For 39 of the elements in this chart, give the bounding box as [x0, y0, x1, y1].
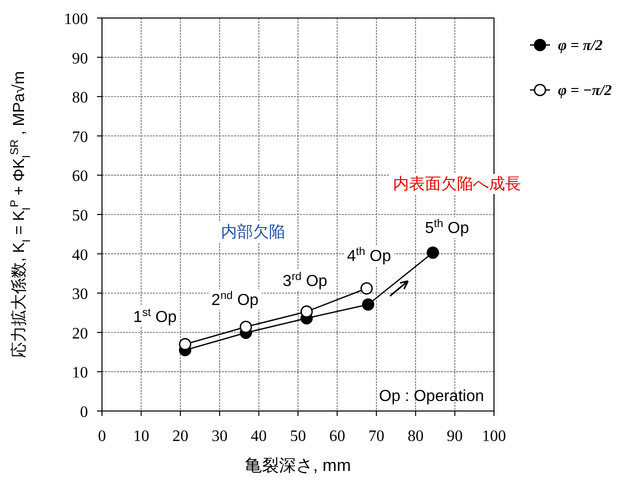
y-tick-label: 50 — [72, 208, 88, 224]
x-tick-label: 50 — [290, 428, 306, 445]
point — [426, 246, 439, 259]
x-tick-label: 0 — [98, 428, 106, 445]
y-tick-label: 40 — [72, 246, 88, 264]
y-tick-label: 30 — [72, 286, 88, 304]
legend-label: φ = π/2 — [558, 38, 604, 54]
x-tick-label: 80 — [408, 428, 424, 445]
x-tick-label: 10 — [133, 428, 150, 445]
annotation: 内表面欠陥へ成長 — [393, 175, 521, 193]
point — [300, 305, 313, 318]
annotation: 3$^{rd}$ Op — [282, 271, 328, 290]
y-tick-label: 100 — [64, 11, 88, 28]
y-tick-label: 20 — [72, 325, 88, 342]
x-tick-label: 70 — [368, 428, 384, 445]
x-tick-label: 60 — [329, 428, 346, 445]
point — [178, 338, 192, 350]
point — [240, 320, 252, 334]
x-tick-label: 20 — [172, 428, 188, 445]
annotation: 2$^{nd}$ Op — [211, 290, 259, 309]
annotation: Op : Operation — [379, 388, 484, 405]
legend-label: φ = −π/2 — [558, 83, 612, 99]
annotation: 1$^{st}$ Op — [133, 307, 177, 326]
point — [360, 282, 373, 295]
y-tick-label: 60 — [72, 168, 88, 186]
y-tick-label: 90 — [72, 50, 88, 68]
y-tick-label: 0 — [80, 404, 88, 421]
annotation: 5$^{th}$ Op — [424, 218, 470, 237]
x-tick-label: 30 — [212, 428, 228, 445]
x-tick-label: 40 — [250, 428, 267, 445]
y-tick-label: 80 — [72, 90, 88, 107]
annotation: 内部欠陥 — [221, 223, 285, 241]
x-axis-title: 亀裂深さ, mm — [245, 456, 351, 475]
y-tick-label: 70 — [72, 128, 88, 146]
x-tick-label: 100 — [482, 428, 506, 445]
y-tick-label: 10 — [72, 364, 88, 382]
annotation: 4$^{th}$ Op — [346, 246, 392, 265]
point — [362, 298, 374, 311]
x-tick-label: 90 — [446, 428, 463, 445]
